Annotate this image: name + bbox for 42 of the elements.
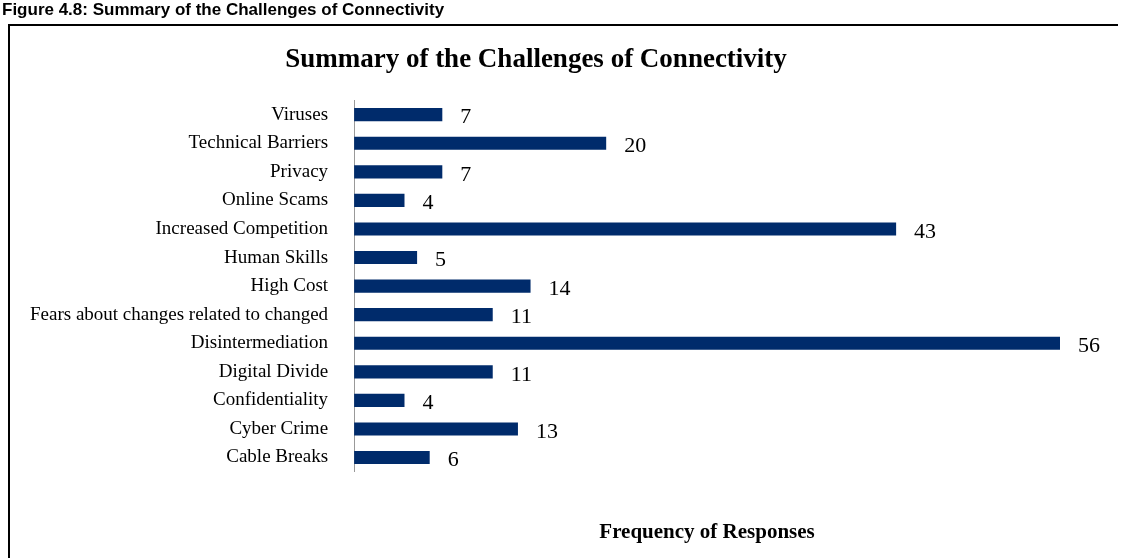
- y-tick-label: Viruses: [271, 102, 329, 124]
- bar: [354, 393, 405, 407]
- y-tick-label: Human Skills: [224, 245, 329, 267]
- y-tick-label: Cable Breaks: [226, 445, 329, 467]
- bar: [354, 250, 418, 265]
- bar: [354, 365, 493, 379]
- y-tick-label: Disintermediation: [190, 331, 329, 353]
- data-label: 4: [422, 389, 434, 415]
- bar: [354, 222, 897, 236]
- data-label: 13: [535, 417, 558, 443]
- data-label: 6: [447, 446, 459, 472]
- bar: [354, 108, 443, 122]
- data-label: 4: [422, 189, 434, 215]
- bar: [354, 279, 531, 293]
- bar: [354, 136, 607, 150]
- y-tick-label: Technical Barriers: [188, 131, 329, 153]
- caption: Figure 4.8: Summary of the Challenges of Connectivity: [2, 0, 445, 20]
- x-axis-title: Frequency of Responses: [599, 518, 815, 543]
- y-tick-label: Confidentiality: [213, 388, 329, 410]
- y-tick-label: Digital Divide: [218, 359, 329, 381]
- data-label: 7: [460, 103, 472, 129]
- bar: [354, 450, 430, 465]
- bar: [354, 165, 443, 179]
- bar: [354, 193, 405, 207]
- y-tick-label: Fears about changes related to changed: [29, 302, 329, 324]
- data-label: 11: [510, 360, 532, 386]
- data-label: 7: [460, 160, 472, 186]
- data-label: 56: [1078, 332, 1100, 358]
- data-label: 20: [624, 132, 647, 158]
- y-tick-label: High Cost: [250, 274, 329, 296]
- data-label: 11: [510, 303, 532, 329]
- chart-title: Summary of the Challenges of Connectivity: [285, 43, 788, 74]
- y-tick-label: Online Scams: [221, 188, 329, 210]
- data-label: 5: [435, 246, 447, 272]
- bar: [354, 336, 1060, 350]
- y-tick-label: Increased Competition: [155, 216, 329, 238]
- y-tick-label: Privacy: [270, 159, 329, 181]
- y-tick-label: Cyber Crime: [229, 416, 329, 438]
- bar: [354, 422, 518, 436]
- data-label: 43: [914, 217, 937, 243]
- bar: [354, 308, 493, 322]
- data-label: 14: [548, 274, 571, 300]
